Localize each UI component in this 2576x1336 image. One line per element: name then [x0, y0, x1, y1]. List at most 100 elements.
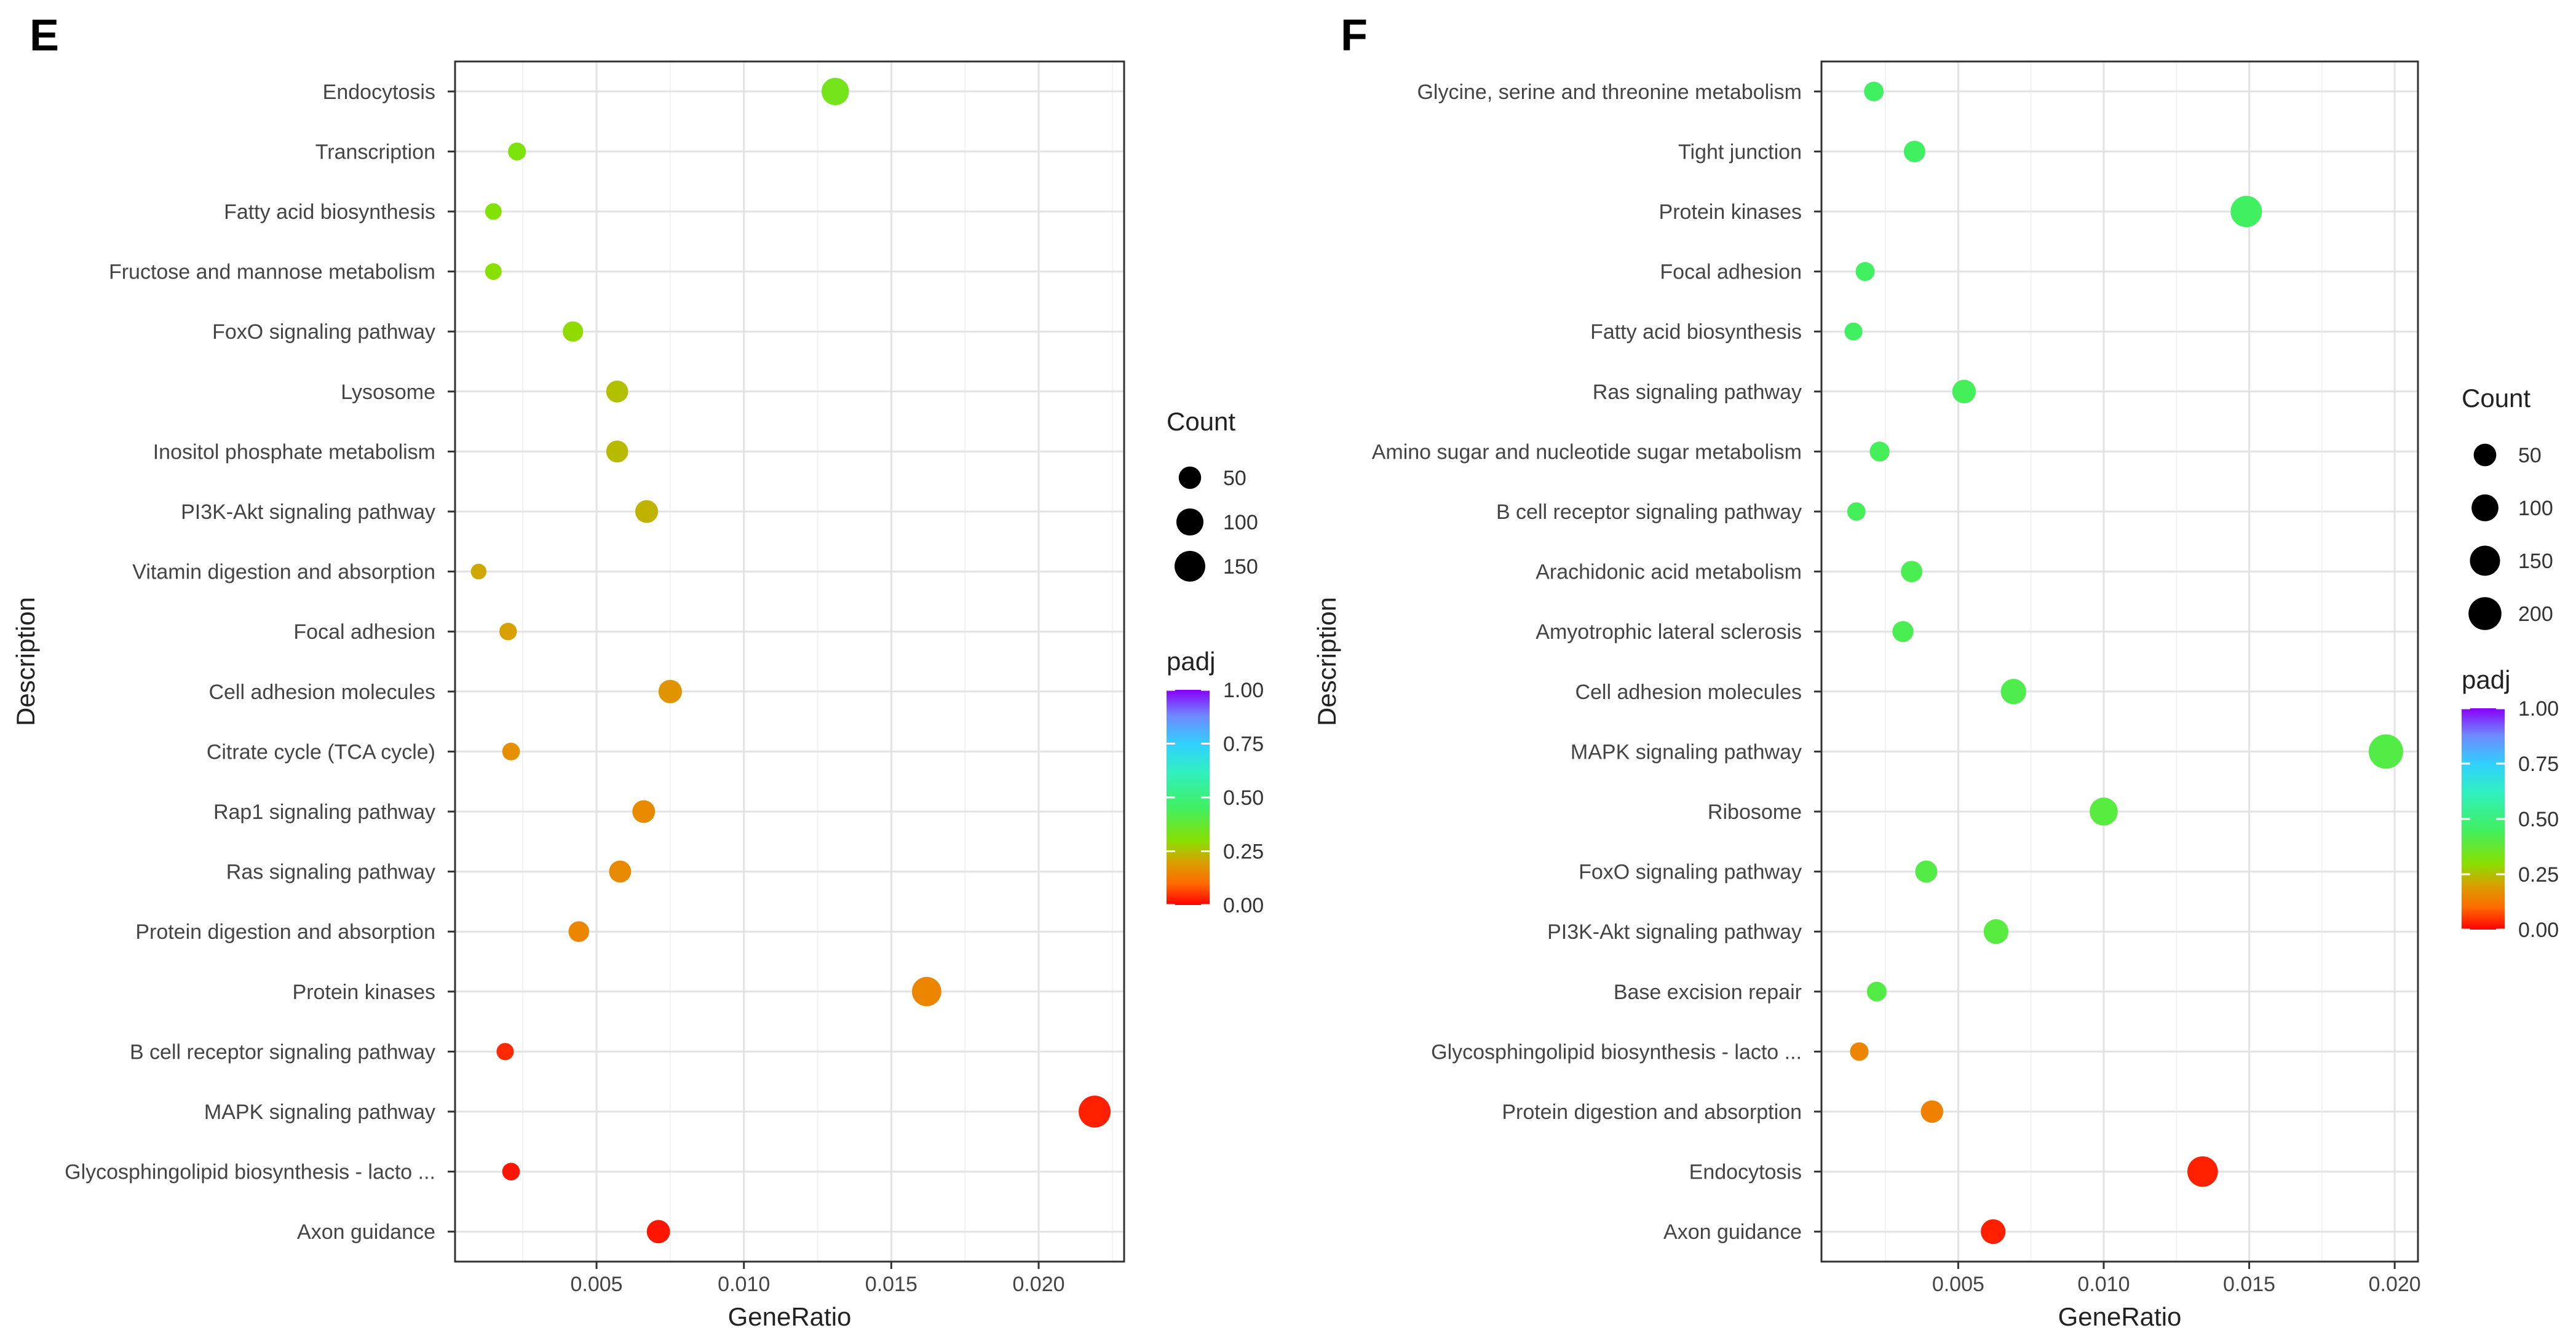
y-axis-title: Description: [1312, 597, 1341, 726]
data-point: [606, 380, 628, 403]
category-label: Lysosome: [341, 381, 435, 404]
x-axis-title: GeneRatio: [728, 1302, 852, 1331]
category-label: Fatty acid biosynthesis: [1590, 320, 1802, 344]
plot-border: [454, 60, 1125, 1263]
category-label: Cell adhesion molecules: [208, 681, 435, 704]
count-legend-dot: [2470, 545, 2500, 576]
x-tick-label: 0.005: [571, 1273, 623, 1296]
data-point: [2368, 734, 2403, 769]
data-point: [1844, 322, 1863, 341]
data-point: [606, 440, 628, 463]
data-point: [632, 800, 656, 823]
count-legend-dot: [2473, 443, 2497, 467]
category-label: Focal adhesion: [1660, 261, 1802, 284]
x-tick-label: 0.015: [865, 1273, 917, 1296]
category-label: Amyotrophic lateral sclerosis: [1536, 620, 1802, 644]
count-legend-dot: [1176, 508, 1204, 536]
data-point: [658, 679, 682, 703]
category-label: Glycosphingolipid biosynthesis - lacto .…: [65, 1161, 435, 1184]
plot-border: [1820, 60, 2419, 1263]
count-legend-label: 100: [1223, 511, 1258, 534]
count-legend-label: 50: [1223, 467, 1246, 490]
x-tick-label: 0.020: [2369, 1273, 2421, 1296]
plot-background: [455, 61, 1124, 1262]
category-label: Protein kinases: [293, 981, 435, 1004]
data-point: [635, 500, 659, 523]
padj-legend-label: 0.00: [2518, 919, 2559, 942]
padj-legend-label: 0.50: [2518, 808, 2559, 831]
x-tick-label: 0.015: [2223, 1273, 2275, 1296]
count-legend-dot: [2471, 494, 2499, 521]
category-label: FoxO signaling pathway: [212, 320, 435, 344]
category-label: Fatty acid biosynthesis: [224, 200, 435, 224]
x-tick-label: 0.010: [2077, 1273, 2130, 1296]
count-legend-title: Count: [2462, 384, 2530, 413]
data-point: [508, 142, 526, 160]
data-point: [1855, 262, 1875, 282]
category-label: Glycosphingolipid biosynthesis - lacto .…: [1431, 1040, 1802, 1064]
padj-legend-label: 1.00: [1223, 679, 1264, 702]
data-point: [568, 921, 590, 943]
padj-legend-label: 0.25: [2518, 863, 2559, 887]
data-point: [2090, 797, 2118, 826]
category-label: B cell receptor signaling pathway: [1496, 500, 1802, 524]
data-point: [646, 1220, 670, 1244]
plot-background: [1821, 61, 2418, 1262]
category-label: MAPK signaling pathway: [1571, 740, 1802, 764]
data-point: [496, 1043, 514, 1061]
category-label: Tight junction: [1678, 140, 1802, 164]
data-point: [1901, 561, 1923, 583]
category-label: Ras signaling pathway: [1593, 381, 1802, 404]
category-label: Axon guidance: [1663, 1220, 1802, 1244]
data-point: [485, 203, 502, 220]
count-legend-dot: [2468, 597, 2502, 630]
data-point: [1079, 1096, 1111, 1128]
count-legend-label: 100: [2518, 497, 2553, 520]
category-label: Vitamin digestion and absorption: [132, 561, 435, 584]
count-legend-label: 200: [2518, 603, 2553, 626]
padj-legend-title: padj: [2462, 665, 2510, 694]
data-point: [502, 1163, 520, 1180]
category-label: Focal adhesion: [293, 620, 435, 644]
category-label: Arachidonic acid metabolism: [1536, 561, 1802, 584]
data-point: [609, 860, 632, 883]
data-point: [2000, 679, 2026, 705]
count-legend-dot: [1178, 466, 1202, 489]
data-point: [485, 263, 502, 280]
category-label: Base excision repair: [1614, 981, 1802, 1004]
category-label: Endocytosis: [1689, 1161, 1802, 1184]
category-label: Cell adhesion molecules: [1575, 681, 1802, 704]
x-tick-label: 0.010: [718, 1273, 770, 1296]
data-point: [502, 743, 520, 761]
panel-letter: F: [1341, 11, 1368, 60]
count-legend-dot: [1175, 551, 1205, 582]
data-point: [1850, 1042, 1869, 1061]
category-label: Inositol phosphate metabolism: [153, 440, 435, 464]
x-tick-label: 0.020: [1012, 1273, 1064, 1296]
category-label: PI3K-Akt signaling pathway: [181, 500, 435, 524]
panel-e: E Endocytosis Transcription Fatty acid bios…: [11, 11, 1264, 1331]
category-label: Amino sugar and nucleotide sugar metabol…: [1372, 440, 1802, 464]
data-point: [1920, 1100, 1944, 1123]
padj-legend-label: 0.25: [1223, 840, 1264, 864]
padj-legend-label: 1.00: [2518, 697, 2559, 721]
y-axis-title: Description: [11, 597, 40, 726]
data-point: [2230, 196, 2262, 227]
count-legend-label: 150: [2518, 550, 2553, 573]
data-point: [912, 976, 941, 1006]
data-point: [1952, 379, 1976, 403]
data-point: [1869, 441, 1890, 462]
category-label: PI3K-Akt signaling pathway: [1547, 920, 1802, 944]
data-point: [1903, 140, 1925, 162]
padj-legend-title: padj: [1167, 647, 1215, 676]
padj-legend-label: 0.00: [1223, 894, 1264, 917]
count-legend-label: 50: [2518, 444, 2542, 467]
category-label: Citrate cycle (TCA cycle): [207, 740, 435, 764]
category-label: Endocytosis: [323, 81, 435, 104]
data-point: [1983, 919, 2009, 944]
category-label: Transcription: [315, 140, 435, 164]
padj-legend-label: 0.75: [2518, 753, 2559, 776]
data-point: [2187, 1156, 2218, 1187]
category-label: Axon guidance: [297, 1220, 435, 1244]
